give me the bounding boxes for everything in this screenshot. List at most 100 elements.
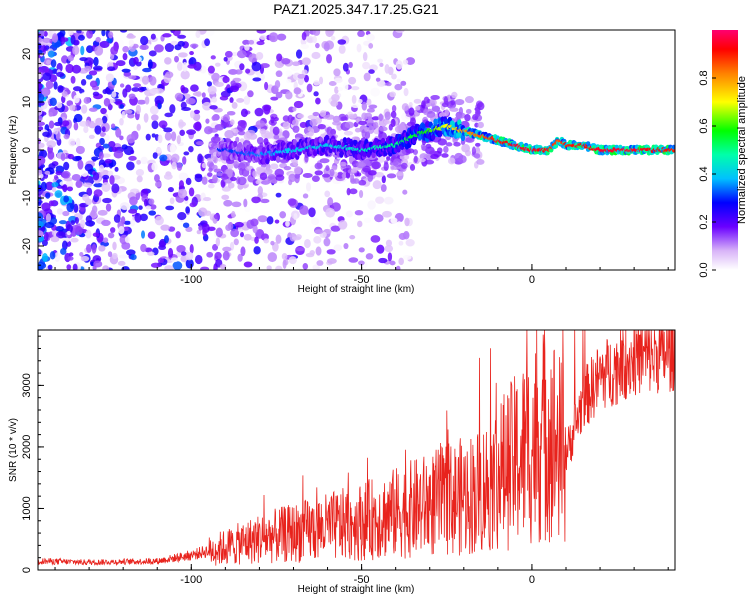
spectrogram-cell [97, 209, 108, 216]
spectrogram-cell [92, 65, 103, 71]
spectrogram-cell [80, 219, 86, 228]
colorbar-tick-label: 0.2 [698, 214, 710, 229]
spectrogram-cell [178, 121, 187, 127]
y-tick-label: 2000 [21, 435, 33, 459]
spectrogram-cell [324, 114, 335, 120]
spectrogram-cell [185, 177, 192, 186]
spectrogram-cell [219, 263, 227, 270]
spectrogram-cell [341, 173, 347, 179]
spectrogram-cell [263, 137, 269, 146]
spectrogram-cell [70, 34, 76, 45]
spectrogram-cell [75, 180, 83, 189]
spectrogram-cell [346, 187, 351, 196]
spectrogram-cell [104, 134, 110, 141]
spectrogram-cell [154, 174, 160, 183]
spectrogram-cell [68, 138, 76, 147]
spectrogram-cell [101, 182, 111, 192]
spectrogram-cell [210, 142, 219, 149]
spectrogram-cell [311, 217, 320, 226]
spectrogram-cell [394, 249, 405, 258]
spectrogram-cell [450, 99, 456, 106]
spectrogram-cell [206, 251, 214, 258]
spectrogram-cell [133, 56, 139, 65]
spectrogram-cell [301, 69, 308, 76]
spectrogram-cell [430, 95, 440, 100]
spectrogram-cell [193, 61, 202, 71]
spectrogram-cell [140, 156, 148, 165]
spectrogram-cell [325, 30, 334, 38]
spectrogram-cell [252, 224, 258, 234]
spectrogram-cell [237, 123, 246, 132]
spectrogram-cell [180, 85, 186, 92]
spectrogram-cell [201, 176, 208, 185]
spectrogram-cell [307, 126, 312, 132]
spectrogram-cell [41, 202, 51, 212]
spectrogram-cell [39, 142, 45, 148]
spectrogram-cell [243, 95, 251, 106]
spectrogram-cell [333, 244, 343, 251]
spectrogram-cell [266, 265, 272, 270]
spectrogram-cell [180, 70, 190, 80]
spectrogram-cell [99, 132, 107, 137]
spectrogram-cell [38, 160, 42, 167]
spectrogram-cell [443, 145, 449, 154]
spectrogram-cell [270, 240, 275, 246]
spectrogram-cell [302, 172, 313, 178]
spectrogram-cell [46, 140, 57, 148]
spectrogram-cell [219, 95, 229, 101]
y-tick-label: 20 [21, 48, 33, 60]
spectrogram-cell [301, 57, 311, 66]
spectrogram-cell [297, 73, 306, 79]
spectrogram-cell [119, 202, 130, 211]
spectrogram-cell [311, 51, 321, 60]
spectrogram-cell [229, 97, 234, 103]
spectrogram-cell [553, 144, 559, 149]
spectrogram-cell [72, 263, 78, 270]
y-tick-label: -20 [21, 238, 33, 254]
spectrogram-cell [188, 145, 194, 153]
spectrogram-cell [259, 128, 267, 135]
spectrogram-cell [38, 49, 43, 55]
spectrogram-cell [101, 115, 108, 124]
spectrogram-cell [336, 171, 344, 179]
spectrogram-cell [70, 75, 76, 84]
spectrogram-cell [164, 265, 174, 270]
spectrogram-cell [343, 82, 349, 92]
spectrogram-cell [163, 127, 173, 133]
spectrogram-cell [671, 144, 675, 150]
spectrogram-cell [376, 244, 385, 254]
spectrogram-cell [254, 236, 259, 244]
spectrogram-cell [178, 172, 189, 181]
spectrogram-cell [222, 250, 230, 261]
spectrogram-cell [404, 217, 410, 227]
spectrogram-cell [292, 125, 300, 133]
spectrogram-cell [141, 75, 150, 85]
spectrogram-cell [292, 61, 301, 67]
spectrogram-cell [400, 162, 408, 170]
spectrogram-cell [211, 72, 220, 82]
spectrogram-cell [222, 114, 230, 123]
spectrogram-cell [367, 125, 375, 134]
spectrogram-cell [252, 170, 257, 178]
spectrogram-cell [93, 260, 103, 268]
spectrogram-cell [451, 91, 458, 99]
spectrogram-cell [99, 137, 105, 146]
spectrogram-cell [315, 246, 322, 256]
spectrogram-cell [203, 197, 212, 202]
spectrogram-cell [163, 173, 173, 180]
spectrogram-cell [465, 108, 472, 115]
spectrogram-cell [255, 51, 264, 60]
spectrogram-cell [354, 127, 361, 133]
spectrogram-cell [270, 96, 279, 101]
spectrogram-cell [239, 63, 245, 71]
spectrogram-cell [42, 72, 52, 81]
spectrogram-cell [42, 131, 51, 137]
spectrogram-cell [177, 188, 188, 199]
spectrogram-cell [275, 155, 281, 163]
spectrogram-cell [248, 39, 255, 45]
spectrogram-cell [379, 62, 384, 67]
spectrogram-cell [366, 108, 375, 113]
spectrogram-cell [447, 157, 456, 165]
spectrogram-cell [423, 109, 429, 115]
spectrogram-cell [189, 110, 195, 119]
